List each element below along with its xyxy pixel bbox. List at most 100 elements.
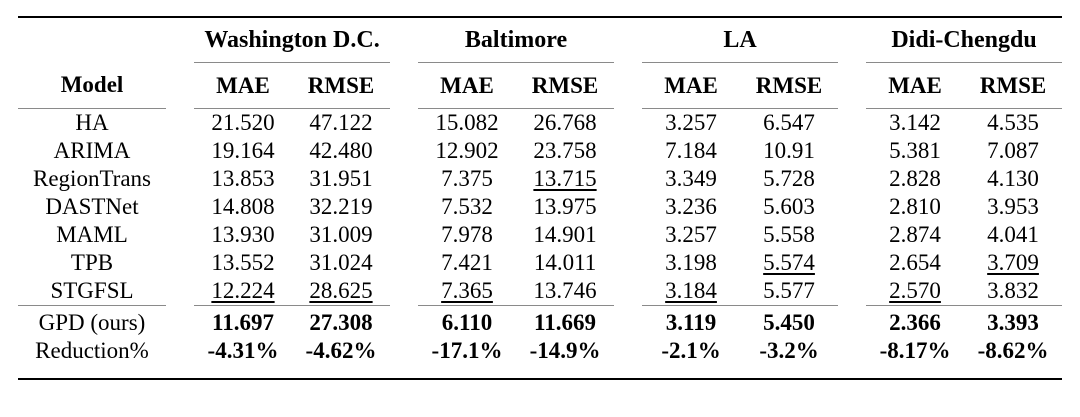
mae-value: 3.236 [665, 194, 717, 219]
rmse-value: 7.087 [987, 138, 1039, 163]
mae-value: 3.257 [665, 110, 717, 135]
rmse-value: 5.728 [763, 166, 815, 191]
mae-value: 3.349 [665, 166, 717, 191]
metric-header-mae: MAE [866, 62, 965, 109]
column-spacer [390, 221, 418, 249]
metric-header-rmse: RMSE [292, 62, 391, 109]
rmse-value: 47.122 [309, 110, 373, 135]
mae-value: 3.257 [665, 222, 717, 247]
rmse-value: 5.603 [763, 194, 815, 219]
rmse-value: 32.219 [309, 194, 373, 219]
second-best-underlined-value: 3.184 [665, 278, 717, 303]
metric-header-mae: MAE [418, 62, 517, 109]
rmse-value: 3.709 [964, 249, 1062, 277]
column-spacer [390, 63, 418, 109]
rmse-value: 13.746 [533, 278, 597, 303]
column-spacer [838, 306, 866, 338]
mae-value: 19.164 [211, 138, 275, 163]
rmse-value: -4.62% [305, 338, 377, 363]
group-header-didi-chengdu: Didi-Chengdu [866, 18, 1063, 63]
rmse-value: 26.768 [533, 110, 597, 135]
column-spacer [390, 277, 418, 306]
table-row: TPB 13.552 31.024 7.421 14.011 3.198 5.574 2.65… [18, 249, 1062, 277]
rmse-value: 4.130 [987, 166, 1039, 191]
column-spacer [390, 109, 418, 138]
second-best-underlined-value: 2.570 [889, 278, 941, 303]
rmse-value: 13.975 [533, 194, 597, 219]
column-spacer [390, 306, 418, 338]
column-spacer [614, 249, 642, 277]
mae-value: 2.874 [889, 222, 941, 247]
rmse-value: 14.011 [533, 250, 597, 275]
table-row: GPD (ours) 11.697 27.308 6.110 11.669 3.119 5.… [18, 305, 1063, 338]
model-name: RegionTrans [33, 166, 151, 191]
second-best-underlined-value: 7.365 [441, 278, 493, 303]
table-row: ARIMA 19.164 42.480 12.902 23.758 7.184 10.91 5… [18, 137, 1062, 165]
rmse-value: 3.953 [987, 194, 1039, 219]
column-spacer [166, 249, 194, 277]
mae-value: 7.365 [418, 277, 516, 306]
table-row: RegionTrans 13.853 31.951 7.375 13.715 3.349 5… [18, 165, 1062, 193]
mae-value: 7.184 [665, 138, 717, 163]
table-row: MAML 13.930 31.009 7.978 14.901 3.257 5.558 2.8… [18, 221, 1062, 249]
mae-value: 13.552 [211, 250, 275, 275]
column-spacer [166, 221, 194, 249]
rmse-value: 5.558 [763, 222, 815, 247]
rmse-value: -14.9% [529, 338, 601, 363]
metric-header-row: Model MAE RMSE MAE RMSE MAE RMSE MAE RMS… [18, 62, 1063, 109]
rmse-value: 4.041 [987, 222, 1039, 247]
metric-header-mae: MAE [194, 62, 292, 109]
model-name: ARIMA [53, 138, 131, 163]
column-spacer [166, 165, 194, 193]
column-spacer [838, 277, 866, 306]
column-spacer [390, 337, 418, 365]
rmse-value: 5.574 [740, 249, 838, 277]
mae-value: 2.366 [866, 305, 965, 337]
mae-value: 5.381 [889, 138, 941, 163]
table-row: STGFSL 12.224 28.625 7.365 13.746 3.184 5.577 2… [18, 277, 1062, 306]
mae-value: 15.082 [435, 110, 499, 135]
model-name: STGFSL [50, 278, 134, 303]
rmse-value: 10.91 [763, 138, 815, 163]
mae-value: 13.930 [211, 222, 275, 247]
mae-value: 3.184 [642, 277, 740, 306]
column-spacer [166, 137, 194, 165]
rmse-value: 31.009 [309, 222, 373, 247]
column-spacer [390, 137, 418, 165]
mae-value: 7.532 [441, 194, 493, 219]
results-table: Washington D.C. Baltimore LA Didi-Chengd… [18, 18, 1063, 365]
metric-header-mae: MAE [642, 62, 741, 109]
group-header-baltimore: Baltimore [418, 18, 615, 63]
rmse-value: 31.024 [309, 250, 373, 275]
column-spacer [390, 18, 418, 63]
model-name: TPB [70, 250, 114, 275]
mae-value: 2.654 [889, 250, 941, 275]
column-spacer [390, 249, 418, 277]
column-spacer [614, 337, 642, 365]
column-spacer [614, 306, 642, 338]
mae-value: 11.697 [194, 305, 292, 337]
column-spacer [614, 63, 642, 109]
mae-value: 13.853 [211, 166, 275, 191]
mae-value: -17.1% [431, 338, 503, 363]
table-row: DASTNet 14.808 32.219 7.532 13.975 3.236 5.603… [18, 193, 1062, 221]
column-spacer [390, 193, 418, 221]
column-spacer [166, 109, 194, 138]
group-header-washington-dc: Washington D.C. [194, 18, 391, 63]
rmse-value: 11.669 [516, 305, 615, 337]
mae-value: 21.520 [211, 110, 275, 135]
column-spacer [838, 337, 866, 365]
rmse-value: 5.577 [763, 278, 815, 303]
column-spacer [838, 221, 866, 249]
mae-value: 7.978 [441, 222, 493, 247]
model-name: HA [75, 110, 109, 135]
table-row: Reduction% -4.31% -4.62% -17.1% -14.9% -2.1% -… [18, 337, 1062, 365]
column-spacer [614, 193, 642, 221]
rmse-value: 3.393 [964, 305, 1063, 337]
mae-value: 6.110 [418, 305, 517, 337]
rmse-value: 6.547 [763, 110, 815, 135]
rmse-value: 14.901 [533, 222, 597, 247]
column-spacer [838, 193, 866, 221]
model-column-header: Model [18, 62, 166, 109]
model-name: DASTNet [45, 194, 139, 219]
